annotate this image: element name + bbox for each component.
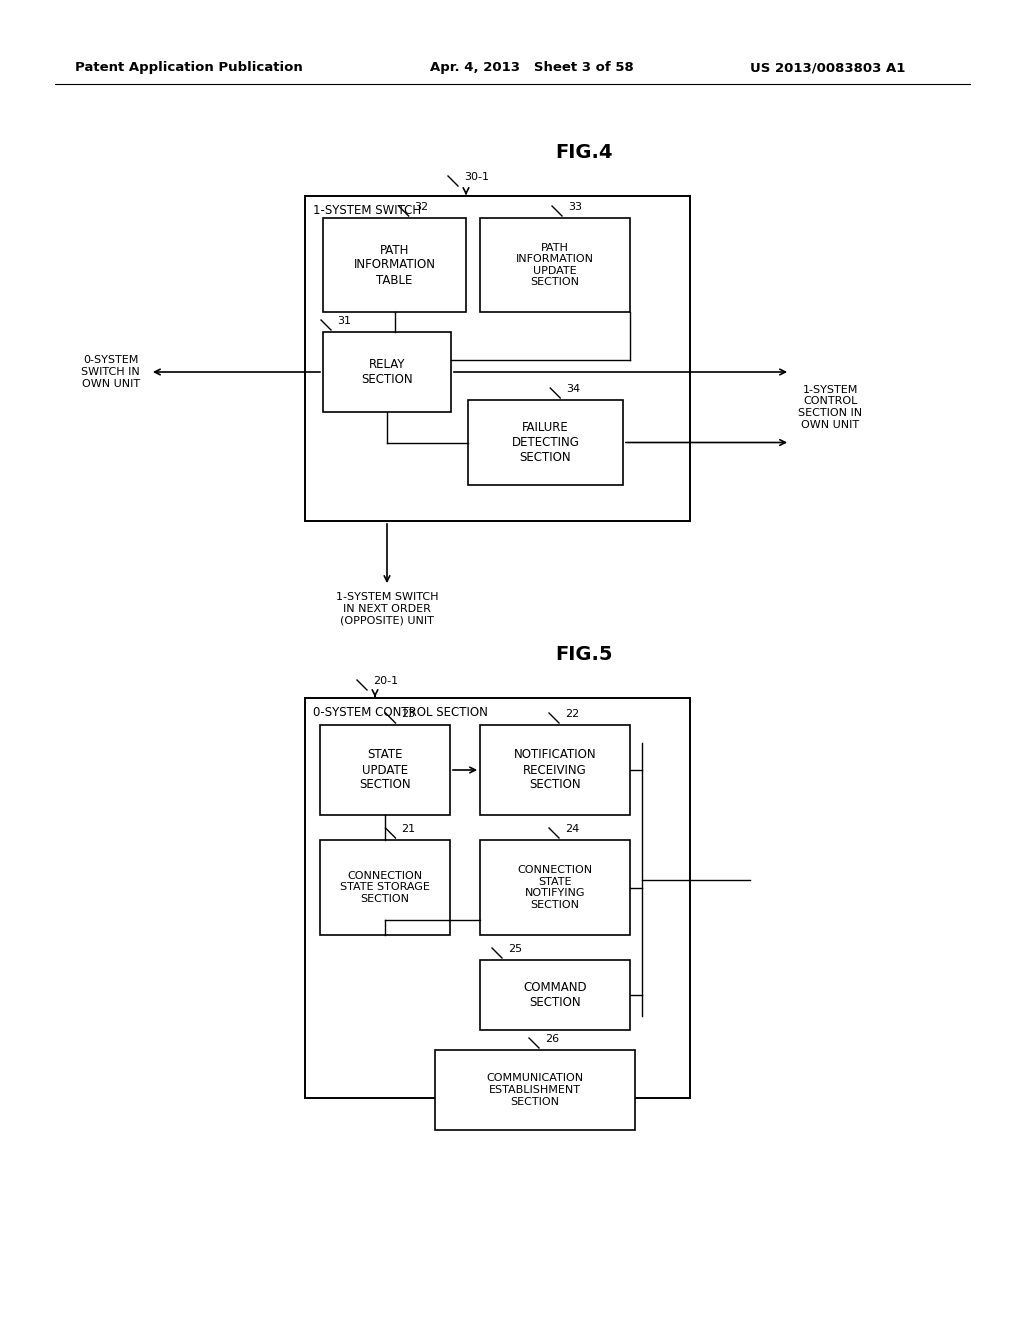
Bar — [468, 400, 623, 484]
Text: 1-SYSTEM
CONTROL
SECTION IN
OWN UNIT: 1-SYSTEM CONTROL SECTION IN OWN UNIT — [798, 385, 862, 429]
Text: Apr. 4, 2013   Sheet 3 of 58: Apr. 4, 2013 Sheet 3 of 58 — [430, 62, 634, 74]
Text: PATH
INFORMATION
UPDATE
SECTION: PATH INFORMATION UPDATE SECTION — [516, 243, 594, 288]
Text: STATE
UPDATE
SECTION: STATE UPDATE SECTION — [359, 748, 411, 792]
Text: 31: 31 — [337, 315, 351, 326]
Text: US 2013/0083803 A1: US 2013/0083803 A1 — [750, 62, 905, 74]
Bar — [305, 195, 690, 521]
Text: 0-SYSTEM
SWITCH IN
OWN UNIT: 0-SYSTEM SWITCH IN OWN UNIT — [81, 355, 140, 388]
Bar — [319, 725, 450, 814]
Text: Patent Application Publication: Patent Application Publication — [75, 62, 303, 74]
Bar — [435, 1049, 635, 1130]
Text: 0-SYSTEM CONTROL SECTION: 0-SYSTEM CONTROL SECTION — [313, 705, 487, 718]
Text: 30-1: 30-1 — [464, 172, 489, 182]
Text: FIG.5: FIG.5 — [555, 644, 612, 664]
Text: 23: 23 — [401, 709, 416, 719]
Bar — [480, 725, 630, 814]
Text: CONNECTION
STATE
NOTIFYING
SECTION: CONNECTION STATE NOTIFYING SECTION — [517, 865, 593, 909]
Text: PATH
INFORMATION
TABLE: PATH INFORMATION TABLE — [353, 243, 435, 286]
Bar — [480, 218, 630, 312]
Text: 21: 21 — [401, 824, 416, 834]
Text: FAILURE
DETECTING
SECTION: FAILURE DETECTING SECTION — [512, 421, 580, 465]
Text: RELAY
SECTION: RELAY SECTION — [361, 358, 413, 385]
Text: FIG.4: FIG.4 — [555, 143, 612, 161]
Bar — [480, 840, 630, 935]
Text: 32: 32 — [415, 202, 429, 213]
Text: 22: 22 — [565, 709, 580, 719]
Text: 26: 26 — [545, 1034, 559, 1044]
Text: 25: 25 — [508, 944, 522, 954]
Text: 1-SYSTEM SWITCH: 1-SYSTEM SWITCH — [313, 203, 421, 216]
Text: 20-1: 20-1 — [373, 676, 398, 686]
Text: CONNECTION
STATE STORAGE
SECTION: CONNECTION STATE STORAGE SECTION — [340, 871, 430, 904]
Text: COMMUNICATION
ESTABLISHMENT
SECTION: COMMUNICATION ESTABLISHMENT SECTION — [486, 1073, 584, 1106]
Text: 33: 33 — [568, 202, 582, 213]
Text: COMMAND
SECTION: COMMAND SECTION — [523, 981, 587, 1008]
Bar — [480, 960, 630, 1030]
Bar — [323, 218, 466, 312]
Text: 34: 34 — [566, 384, 581, 393]
Bar — [323, 333, 451, 412]
Bar — [319, 840, 450, 935]
Bar — [305, 698, 690, 1098]
Text: 24: 24 — [565, 824, 580, 834]
Text: NOTIFICATION
RECEIVING
SECTION: NOTIFICATION RECEIVING SECTION — [514, 748, 596, 792]
Text: 1-SYSTEM SWITCH
IN NEXT ORDER
(OPPOSITE) UNIT: 1-SYSTEM SWITCH IN NEXT ORDER (OPPOSITE)… — [336, 591, 438, 626]
